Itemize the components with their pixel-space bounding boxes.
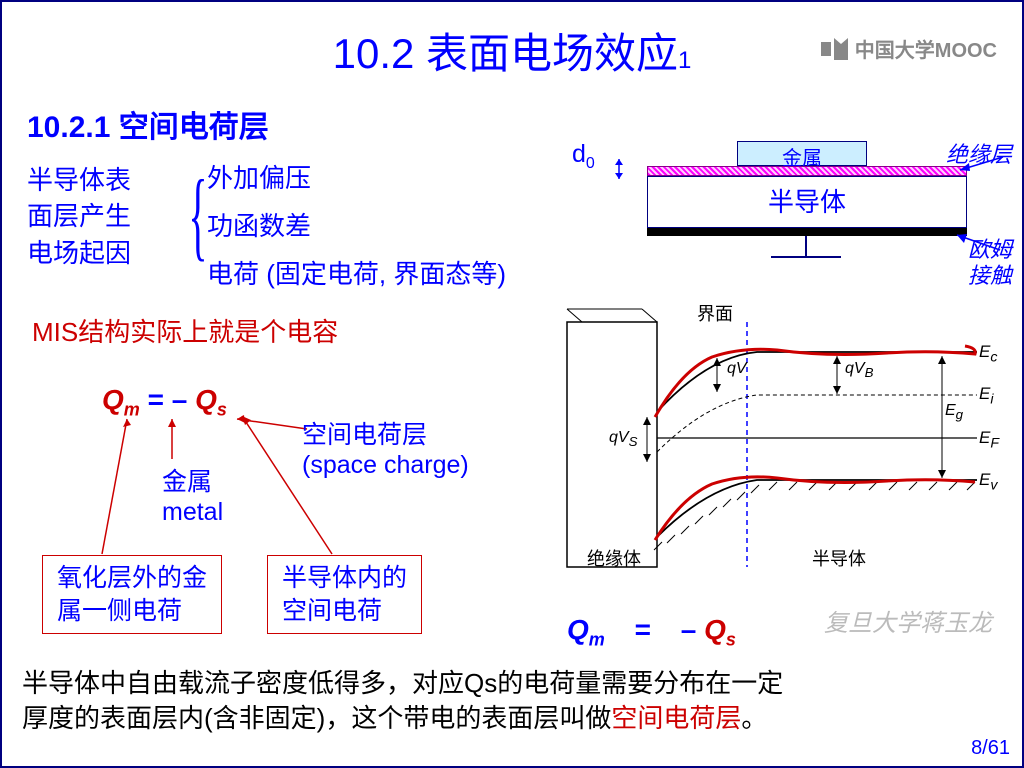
band-ei-label: Ei [979,384,994,407]
eq-qm: Qm [102,384,140,415]
box-semi-charge: 半导体内的 空间电荷 [267,555,422,634]
band-eg-label: Eg [945,402,963,422]
band-interface-label: 界面 [697,300,733,326]
annotation-space-charge: 空间电荷层 (space charge) [302,415,469,480]
charge-equation: Qm = – Qs [102,384,227,421]
mis-lead-line [805,236,807,258]
band-qvb-label: qVB [845,360,873,380]
insulator-arrow-icon [955,155,1005,175]
mis-d0-label: d0 [572,140,595,173]
mis-capacitor-statement: MIS结构实际上就是个电容 [32,312,338,349]
space-charge-cn: 空间电荷层 [302,415,469,451]
mooc-logo-icon [821,38,849,60]
cause-1: 外加偏压 [207,154,506,202]
eq2-qm: Qm [567,614,605,645]
band-ec-label: Ec [979,342,997,365]
band-ev-label: Ev [979,470,997,493]
page-number: 8/61 [971,737,1010,760]
watermark-text: 中国大学MOOC [855,34,997,63]
bottom-text-2: 。 [741,703,767,733]
space-charge-en: (space charge) [302,451,469,480]
eq2-minus: – [681,614,704,645]
brace-icon: { [188,157,207,272]
mis-ohmic-contact [647,228,967,236]
bottom-explanation: 半导体中自由载流子密度低得多，对应Qs的电荷量需要分布在一定 厚度的表面层内(含… [22,666,783,736]
eq-equals: = [148,384,172,415]
mis-structure-diagram: d0 金属 半导体 绝缘层 欧姆 接触 [627,137,987,287]
band-diagram: 界面 绝缘体 半导体 Ec Ei EF Ev Eg qV qVB qVS [547,302,997,592]
mis-lead-bar [771,256,841,258]
charge-equation-2: Qm = – Qs [567,614,736,651]
bottom-text-red: 空间电荷层 [611,703,741,733]
d0-arrow-icon [609,157,629,181]
title-sub: 1 [678,47,691,74]
eq2-qs: Qs [704,614,736,645]
watermark-top: 中国大学MOOC [821,34,997,63]
band-ef-label: EF [979,428,999,451]
causes-list: 外加偏压 功函数差 电荷 (固定电荷, 界面态等) [207,154,506,298]
eq-minus: – [172,384,195,415]
band-qvs-label: qVS [609,429,637,449]
watermark-bottom: 复旦大学蒋玉龙 [824,608,992,639]
band-semi-label: 半导体 [812,545,866,571]
causes-label: 半导体表 面层产生 电场起因 [27,162,131,271]
title-text: 10.2 表面电场效应 [333,30,678,77]
band-qv-label: qV [727,360,747,378]
mis-semiconductor-layer: 半导体 [647,176,967,228]
cause-2: 功函数差 [207,202,506,250]
eq-qs: Qs [195,384,227,415]
eq2-equals: = [613,614,673,645]
cause-3: 电荷 (固定电荷, 界面态等) [207,250,506,298]
section-subtitle: 10.2.1 空间电荷层 [27,102,269,146]
box-metal-charge: 氧化层外的金 属一侧电荷 [42,555,222,634]
ohmic-arrow-icon [952,232,1002,257]
band-insulator-label: 绝缘体 [587,545,641,571]
annotation-metal: 金属 metal [162,462,223,527]
mis-insulator-layer [647,166,967,176]
mis-metal-layer: 金属 [737,141,867,166]
